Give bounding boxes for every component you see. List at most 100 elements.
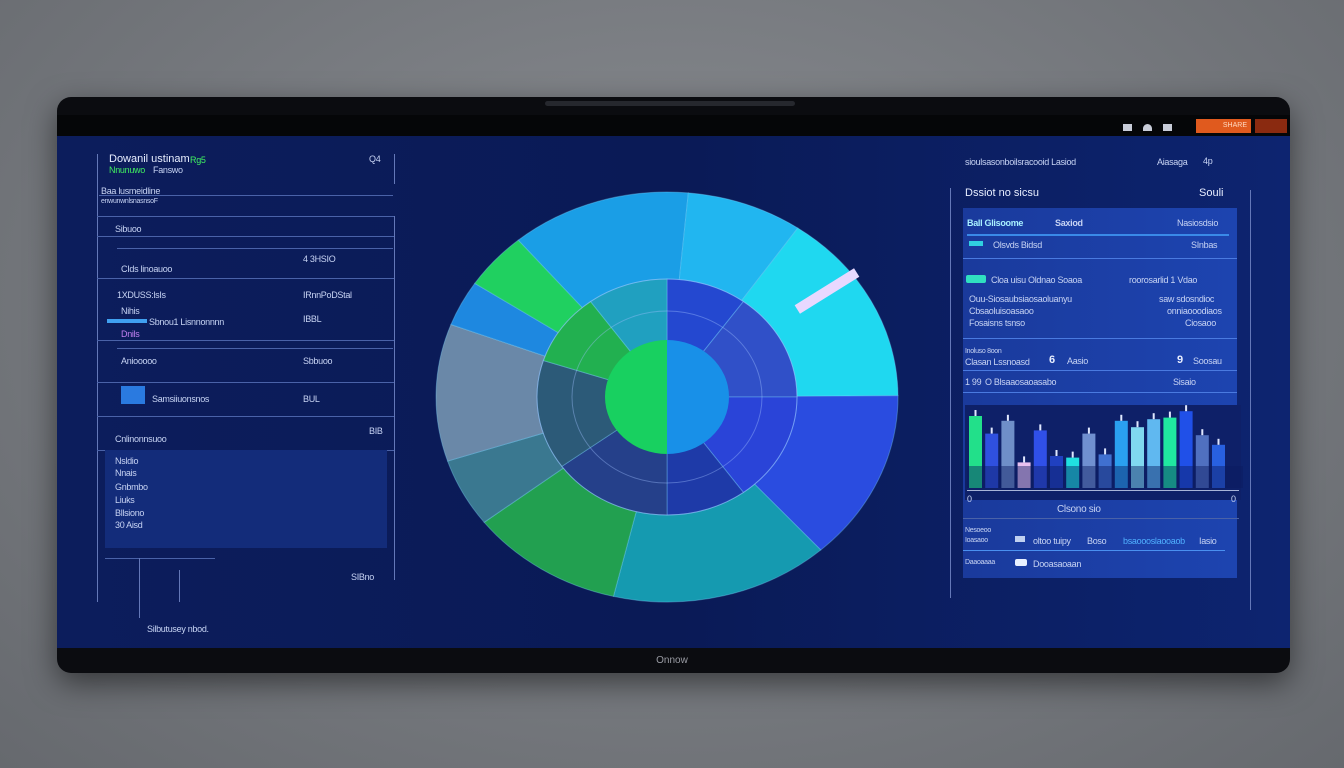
center-right (667, 340, 729, 454)
camera-icon[interactable] (1163, 124, 1172, 131)
list-item-value: IBBL (303, 314, 322, 324)
stat-sub: Clasan Lssnoasd (965, 357, 1030, 367)
axis-label: 0 (967, 494, 972, 504)
list-item[interactable]: Aniooooo (121, 356, 157, 366)
row-value: onniaooodiaos (1167, 306, 1222, 316)
row-value: Nasiosdsio (1177, 218, 1219, 228)
camera-notch (545, 101, 795, 106)
settings-icon[interactable]: 4p (1203, 156, 1213, 166)
bar-tick (1217, 438, 1220, 445)
stats-card: Ball Glisoome Saxiod Nasiosdsio Olsvds B… (963, 208, 1237, 578)
user-icon[interactable] (1255, 119, 1287, 133)
list-item-value: IRnnPoDStal (303, 290, 352, 300)
stat-value: Aasio (1067, 356, 1089, 366)
bar-chart (967, 405, 1243, 488)
legend-item: Boso (1087, 536, 1107, 546)
footer-value: SIBno (351, 572, 375, 582)
gauge-icon[interactable] (1143, 124, 1152, 131)
bar[interactable] (1212, 444, 1225, 488)
top-bar: SHARE (57, 115, 1290, 136)
bar[interactable] (1147, 419, 1161, 488)
bar[interactable] (1098, 454, 1112, 488)
list-entry[interactable]: Gnbmbo (115, 482, 148, 492)
legend-label: Nesoeoo (965, 527, 991, 534)
list-entry[interactable]: Liuks (115, 495, 135, 505)
list-item[interactable]: Cnlinonnsuoo (115, 434, 167, 444)
brand-logo: Onnow (656, 655, 688, 666)
row-value: saw sdosndioc (1159, 294, 1215, 304)
legend-label: Daaoaaaa (965, 559, 995, 566)
row-mid: Saxiod (1055, 218, 1083, 228)
list-item[interactable]: Nihis (121, 306, 140, 316)
bar-tick (990, 427, 993, 434)
bar-tick (1023, 456, 1026, 463)
ring-outline (536, 278, 798, 516)
bar-tick (1152, 413, 1155, 420)
list-item[interactable]: Dnils (121, 329, 140, 339)
list-item[interactable]: 1XDUSS:lsIs (117, 290, 166, 300)
bar-tick (1104, 448, 1107, 455)
stat-value: Soosau (1193, 356, 1222, 366)
thumbnail-icon (121, 386, 145, 404)
legend-item: oltoo tuipy (1033, 536, 1071, 546)
list-entry[interactable]: Nsldio (115, 456, 139, 466)
period-label[interactable]: Q4 (369, 154, 381, 164)
bar[interactable] (1001, 420, 1015, 488)
right-panel: sioulsasonboilsracooid Lasiod Aiasaga 4p… (947, 150, 1267, 620)
bar-tick (1201, 429, 1204, 436)
bar[interactable] (1114, 420, 1128, 488)
list-item-value: BUL (303, 394, 320, 404)
row-label: Ouu-Siosaubsiaosaoluanyu (969, 294, 1072, 304)
title-badge: Rg5 (190, 155, 206, 165)
pie-chart (435, 191, 899, 603)
ring-outline (571, 310, 763, 484)
bar-tick (1136, 421, 1139, 428)
list-item[interactable]: Sbnou1 Lisnnonnnn (149, 317, 224, 327)
list-item-value: Sbbuoo (303, 356, 333, 366)
subtitle-highlight: Nnunuwo (109, 165, 145, 175)
list-item[interactable]: CIds linoauoo (121, 264, 173, 274)
legend-item: bsaoooslaooaob (1123, 536, 1185, 546)
stat-label: Inoluso 8oon (965, 348, 1002, 355)
bar[interactable] (985, 433, 999, 488)
row-value: SInbas (1191, 240, 1218, 250)
summary-sub: enwunwnlsnasnsoF (101, 198, 158, 205)
axis-label: 0 (1231, 494, 1236, 504)
legend-item: Iasio (1199, 536, 1217, 546)
list-entry[interactable]: Bllsiono (115, 508, 145, 518)
bar-tick (1039, 424, 1042, 431)
row-label: Fosaisns tsnso (969, 318, 1025, 328)
bar-tick (1087, 427, 1090, 434)
list-box (105, 450, 387, 548)
header-right[interactable]: Aiasaga (1157, 157, 1188, 167)
bar-tick (1071, 451, 1074, 458)
dashboard-screen: Dowanil ustinam Rg5 Nnunuwo Fanswo Q4 Ba… (57, 136, 1290, 648)
highlight-bar (107, 319, 147, 323)
highlight-marker (794, 268, 860, 314)
chart-caption: Clsono sio (1057, 504, 1101, 515)
wifi-icon[interactable] (1123, 124, 1132, 131)
legend-sub: Ioasaoo (965, 537, 988, 544)
summary-label: Baa lusmeidline (101, 186, 161, 196)
bar[interactable] (1131, 427, 1144, 488)
share-button[interactable]: SHARE (1196, 119, 1251, 133)
panel-title: Dssiot no sicsu (965, 187, 1039, 199)
panel-title: Dowanil ustinam (109, 153, 190, 165)
bar[interactable] (1195, 435, 1209, 488)
bar[interactable] (1163, 417, 1177, 488)
stat-number: 6 (1049, 354, 1056, 366)
bar[interactable] (1066, 457, 1080, 488)
bar[interactable] (1017, 462, 1031, 488)
legend-card: Nesoeoo Ioasaoo oltoo tuipy Boso bsaooos… (963, 522, 1237, 578)
bar[interactable] (1050, 456, 1063, 488)
list-entry[interactable]: Nnais (115, 468, 137, 478)
bar[interactable] (1082, 433, 1096, 488)
bar-tick (1120, 414, 1123, 421)
bar[interactable] (1033, 430, 1047, 488)
bar[interactable] (969, 416, 982, 488)
bar[interactable] (1179, 411, 1193, 488)
list-item[interactable]: Samsiiuonsnos (152, 394, 210, 404)
list-entry[interactable]: 30 Aisd (115, 520, 143, 530)
subtitle: Fanswo (153, 165, 183, 175)
bar-tick (1055, 450, 1058, 456)
